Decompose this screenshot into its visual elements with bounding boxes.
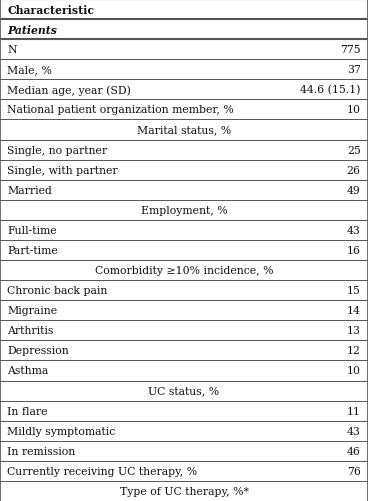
Text: 16: 16 <box>347 245 361 256</box>
Text: UC status, %: UC status, % <box>148 386 220 396</box>
Text: 44.6 (15.1): 44.6 (15.1) <box>300 85 361 95</box>
Text: N: N <box>7 45 17 55</box>
Text: 25: 25 <box>347 145 361 155</box>
Text: 10: 10 <box>347 366 361 376</box>
Text: 43: 43 <box>347 426 361 436</box>
Text: Full-time: Full-time <box>7 225 57 235</box>
Text: Asthma: Asthma <box>7 366 49 376</box>
Text: Male, %: Male, % <box>7 65 52 75</box>
Text: 49: 49 <box>347 185 361 195</box>
Text: Single, with partner: Single, with partner <box>7 165 118 175</box>
Text: Patients: Patients <box>7 25 57 36</box>
Text: 12: 12 <box>347 346 361 356</box>
Text: 43: 43 <box>347 225 361 235</box>
Text: In remission: In remission <box>7 446 75 456</box>
Text: Type of UC therapy, %*: Type of UC therapy, %* <box>120 486 248 496</box>
Text: Migraine: Migraine <box>7 306 57 316</box>
Text: Arthritis: Arthritis <box>7 326 54 336</box>
Text: 26: 26 <box>347 165 361 175</box>
Text: Comorbidity ≥10% incidence, %: Comorbidity ≥10% incidence, % <box>95 266 273 276</box>
Text: Marital status, %: Marital status, % <box>137 125 231 135</box>
Text: Part-time: Part-time <box>7 245 58 256</box>
Text: 10: 10 <box>347 105 361 115</box>
Text: Currently receiving UC therapy, %: Currently receiving UC therapy, % <box>7 466 198 476</box>
Text: Employment, %: Employment, % <box>141 205 227 215</box>
Text: 775: 775 <box>340 45 361 55</box>
Text: Depression: Depression <box>7 346 69 356</box>
Text: 37: 37 <box>347 65 361 75</box>
Text: National patient organization member, %: National patient organization member, % <box>7 105 234 115</box>
Text: 13: 13 <box>347 326 361 336</box>
Text: 76: 76 <box>347 466 361 476</box>
Text: 15: 15 <box>347 286 361 296</box>
Text: Characteristic: Characteristic <box>7 5 94 16</box>
Text: Single, no partner: Single, no partner <box>7 145 107 155</box>
Text: Mildly symptomatic: Mildly symptomatic <box>7 426 116 436</box>
Text: 14: 14 <box>347 306 361 316</box>
Text: Median age, year (SD): Median age, year (SD) <box>7 85 131 96</box>
Text: 46: 46 <box>347 446 361 456</box>
Text: Married: Married <box>7 185 52 195</box>
Text: In flare: In flare <box>7 406 48 416</box>
Text: 11: 11 <box>347 406 361 416</box>
Text: Chronic back pain: Chronic back pain <box>7 286 108 296</box>
